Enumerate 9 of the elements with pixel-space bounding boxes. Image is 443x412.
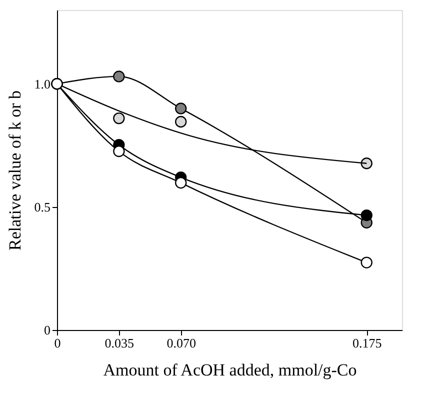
x-tick-label: 0.035 bbox=[104, 336, 134, 350]
y-tick-label: 0.5 bbox=[34, 199, 50, 214]
x-tick-label: 0 bbox=[54, 336, 61, 350]
y-axis-title: Relative value of k or b bbox=[5, 90, 24, 251]
x-tick-label: 0.070 bbox=[166, 336, 196, 350]
y-tick-label: 0 bbox=[44, 322, 50, 338]
x-tick-label: 0.175 bbox=[352, 336, 382, 350]
x-axis-title: Amount of AcOH added, mmol/g-Co bbox=[103, 360, 357, 380]
y-tick-label: 1.0 bbox=[34, 76, 50, 92]
